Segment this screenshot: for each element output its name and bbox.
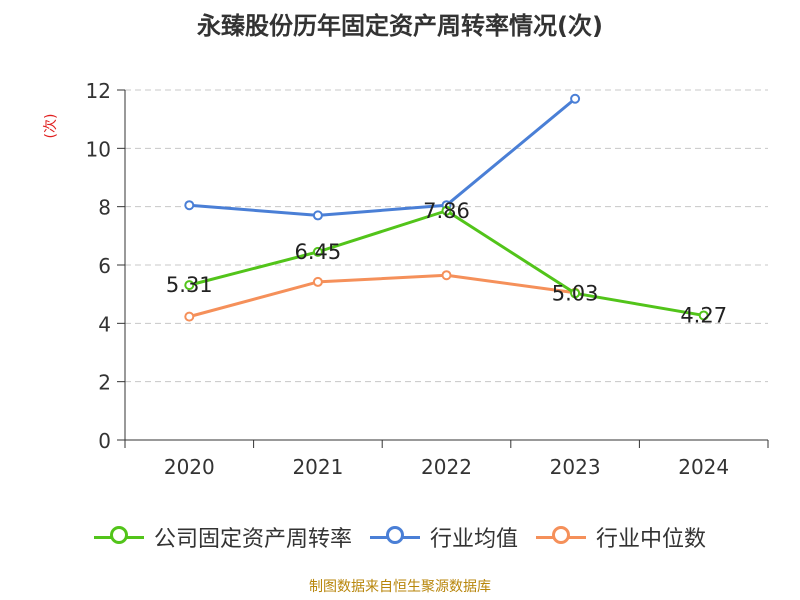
legend-label-industry-median: 行业中位数 <box>596 527 707 552</box>
y-tick-label: 4 <box>98 312 111 336</box>
x-tick-label: 2024 <box>678 455 729 479</box>
data-point <box>184 311 195 322</box>
series-line <box>188 273 576 319</box>
y-tick-label: 6 <box>98 254 111 278</box>
data-point <box>441 205 452 216</box>
data-label: 5.03 <box>552 281 599 305</box>
legend-item-company[interactable]: 公司固定资产周转率 <box>93 521 352 553</box>
y-tick-label: 0 <box>98 429 111 453</box>
x-tick-label: 2023 <box>550 455 601 479</box>
y-tick-label: 8 <box>98 196 111 220</box>
legend-label-company: 公司固定资产周转率 <box>153 527 352 552</box>
y-tick-label: 12 <box>86 79 111 103</box>
legend: 公司固定资产周转率 行业均值 行业中位数 <box>0 521 800 553</box>
data-point <box>184 200 195 211</box>
x-tick-label: 2021 <box>292 455 343 479</box>
x-tick-label: 2020 <box>164 455 215 479</box>
legend-item-industry-median[interactable]: 行业中位数 <box>536 521 706 553</box>
data-source-note: 制图数据来自恒生聚源数据库 <box>309 579 491 595</box>
chart-title: 永臻股份历年固定资产周转率情况(次) <box>197 12 603 40</box>
data-point <box>312 246 323 257</box>
data-point <box>312 210 323 221</box>
series-line <box>189 97 577 217</box>
x-tick-label: 2022 <box>421 455 472 479</box>
data-point <box>184 280 195 291</box>
data-point <box>441 270 452 281</box>
data-point <box>570 93 581 104</box>
legend-label-industry-mean: 行业均值 <box>429 527 518 552</box>
y-tick-label: 10 <box>86 137 111 161</box>
data-point <box>698 310 709 321</box>
y-tick-label: 2 <box>98 371 111 395</box>
data-point <box>570 288 581 299</box>
legend-marker-company <box>93 526 144 548</box>
legend-marker-industry-median <box>536 526 586 548</box>
data-label: 5.31 <box>166 273 213 297</box>
data-point <box>312 276 323 287</box>
legend-item-industry-mean[interactable]: 行业均值 <box>369 521 518 553</box>
data-label: 7.86 <box>423 199 470 223</box>
data-label: 4.27 <box>680 303 727 327</box>
series-line <box>188 209 704 317</box>
data-label: 6.45 <box>295 240 342 264</box>
legend-marker-industry-mean <box>369 526 420 548</box>
